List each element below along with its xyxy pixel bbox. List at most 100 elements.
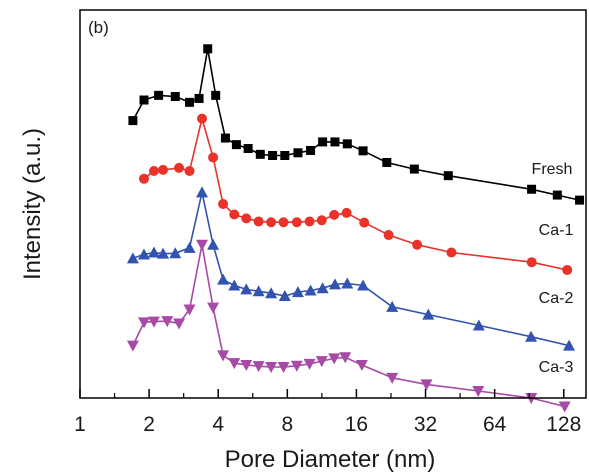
panel-label: (b) xyxy=(88,18,109,37)
data-point xyxy=(197,113,208,124)
series-label: Ca-2 xyxy=(539,290,574,307)
data-point xyxy=(526,257,537,268)
data-point xyxy=(147,246,160,258)
data-point xyxy=(409,164,419,174)
data-point xyxy=(339,352,352,364)
data-point xyxy=(126,252,139,264)
data-point xyxy=(472,319,485,331)
data-point xyxy=(277,361,290,373)
data-point xyxy=(291,217,302,228)
data-point xyxy=(358,146,368,156)
data-point xyxy=(575,195,585,205)
x-tick-label: 16 xyxy=(345,413,368,436)
x-tick-label: 2 xyxy=(143,413,155,436)
data-point xyxy=(240,360,253,372)
data-point xyxy=(196,186,209,198)
data-point xyxy=(291,286,304,298)
x-tick-label: 128 xyxy=(546,413,581,436)
data-point xyxy=(126,340,139,352)
series-label: Ca-3 xyxy=(539,359,574,376)
data-point xyxy=(315,356,328,368)
series-line xyxy=(143,115,568,271)
data-point xyxy=(562,264,573,275)
series-fresh xyxy=(128,44,585,205)
data-point xyxy=(265,361,278,373)
x-tick-label: 4 xyxy=(212,413,224,436)
data-point xyxy=(293,148,303,158)
data-point xyxy=(170,92,180,102)
x-tick-label: 8 xyxy=(281,413,293,436)
series-label: Ca-1 xyxy=(539,222,574,239)
data-point xyxy=(211,90,221,100)
data-point xyxy=(306,145,316,155)
data-point xyxy=(342,139,352,149)
data-point xyxy=(207,302,220,314)
data-point xyxy=(148,166,159,177)
x-axis-title: Pore Diameter (nm) xyxy=(225,446,436,473)
data-point xyxy=(525,330,538,342)
data-point xyxy=(229,209,240,220)
data-point xyxy=(268,151,278,160)
data-point xyxy=(563,339,576,351)
data-point xyxy=(194,93,204,103)
data-point xyxy=(241,213,252,224)
data-point xyxy=(147,316,160,328)
data-point xyxy=(196,239,209,251)
data-point xyxy=(183,241,196,253)
data-point xyxy=(443,171,453,181)
data-point xyxy=(169,247,182,259)
series-ca-1 xyxy=(138,113,573,275)
x-tick-label: 64 xyxy=(483,413,507,436)
data-point xyxy=(240,283,253,295)
data-point xyxy=(154,90,164,100)
data-point xyxy=(304,284,317,296)
data-point xyxy=(228,358,241,370)
data-point xyxy=(137,317,150,329)
data-point xyxy=(173,318,186,330)
data-point xyxy=(139,95,149,105)
series-label: Fresh xyxy=(532,161,573,178)
data-point xyxy=(161,316,174,328)
data-point xyxy=(278,289,291,301)
data-point xyxy=(318,137,328,147)
data-point xyxy=(203,44,213,54)
data-point xyxy=(420,379,433,391)
data-point xyxy=(157,247,170,259)
data-point xyxy=(231,140,241,150)
data-point xyxy=(357,279,370,291)
data-point xyxy=(386,372,399,384)
data-point xyxy=(158,164,169,175)
data-point xyxy=(228,279,241,291)
data-point xyxy=(265,287,278,299)
data-point xyxy=(128,116,138,126)
x-axis-ticks: 1 2 4 8 16 32 64 128 xyxy=(74,389,581,436)
data-point xyxy=(183,304,196,316)
series-labels: Fresh Ca-1 Ca-2 Ca-3 xyxy=(532,161,574,376)
data-point xyxy=(253,216,264,227)
data-point xyxy=(328,353,341,365)
data-point xyxy=(328,278,341,290)
data-point xyxy=(220,133,230,143)
data-point xyxy=(252,285,265,297)
data-point xyxy=(359,217,370,228)
data-point xyxy=(316,282,329,294)
data-point xyxy=(290,360,303,372)
x-tick-label: 1 xyxy=(74,413,86,436)
data-point xyxy=(217,273,230,285)
data-point xyxy=(558,401,571,413)
data-point xyxy=(278,217,289,228)
data-point xyxy=(280,151,290,160)
data-point xyxy=(316,215,327,226)
data-point xyxy=(412,239,423,250)
data-point xyxy=(255,149,265,159)
series-line xyxy=(132,244,565,408)
data-point xyxy=(386,300,399,312)
data-point xyxy=(207,238,220,250)
data-point xyxy=(355,360,368,372)
series-ca-2 xyxy=(126,186,576,351)
plot-frame xyxy=(79,9,587,399)
data-point xyxy=(303,358,316,370)
data-point xyxy=(329,209,340,220)
data-point xyxy=(137,248,150,260)
